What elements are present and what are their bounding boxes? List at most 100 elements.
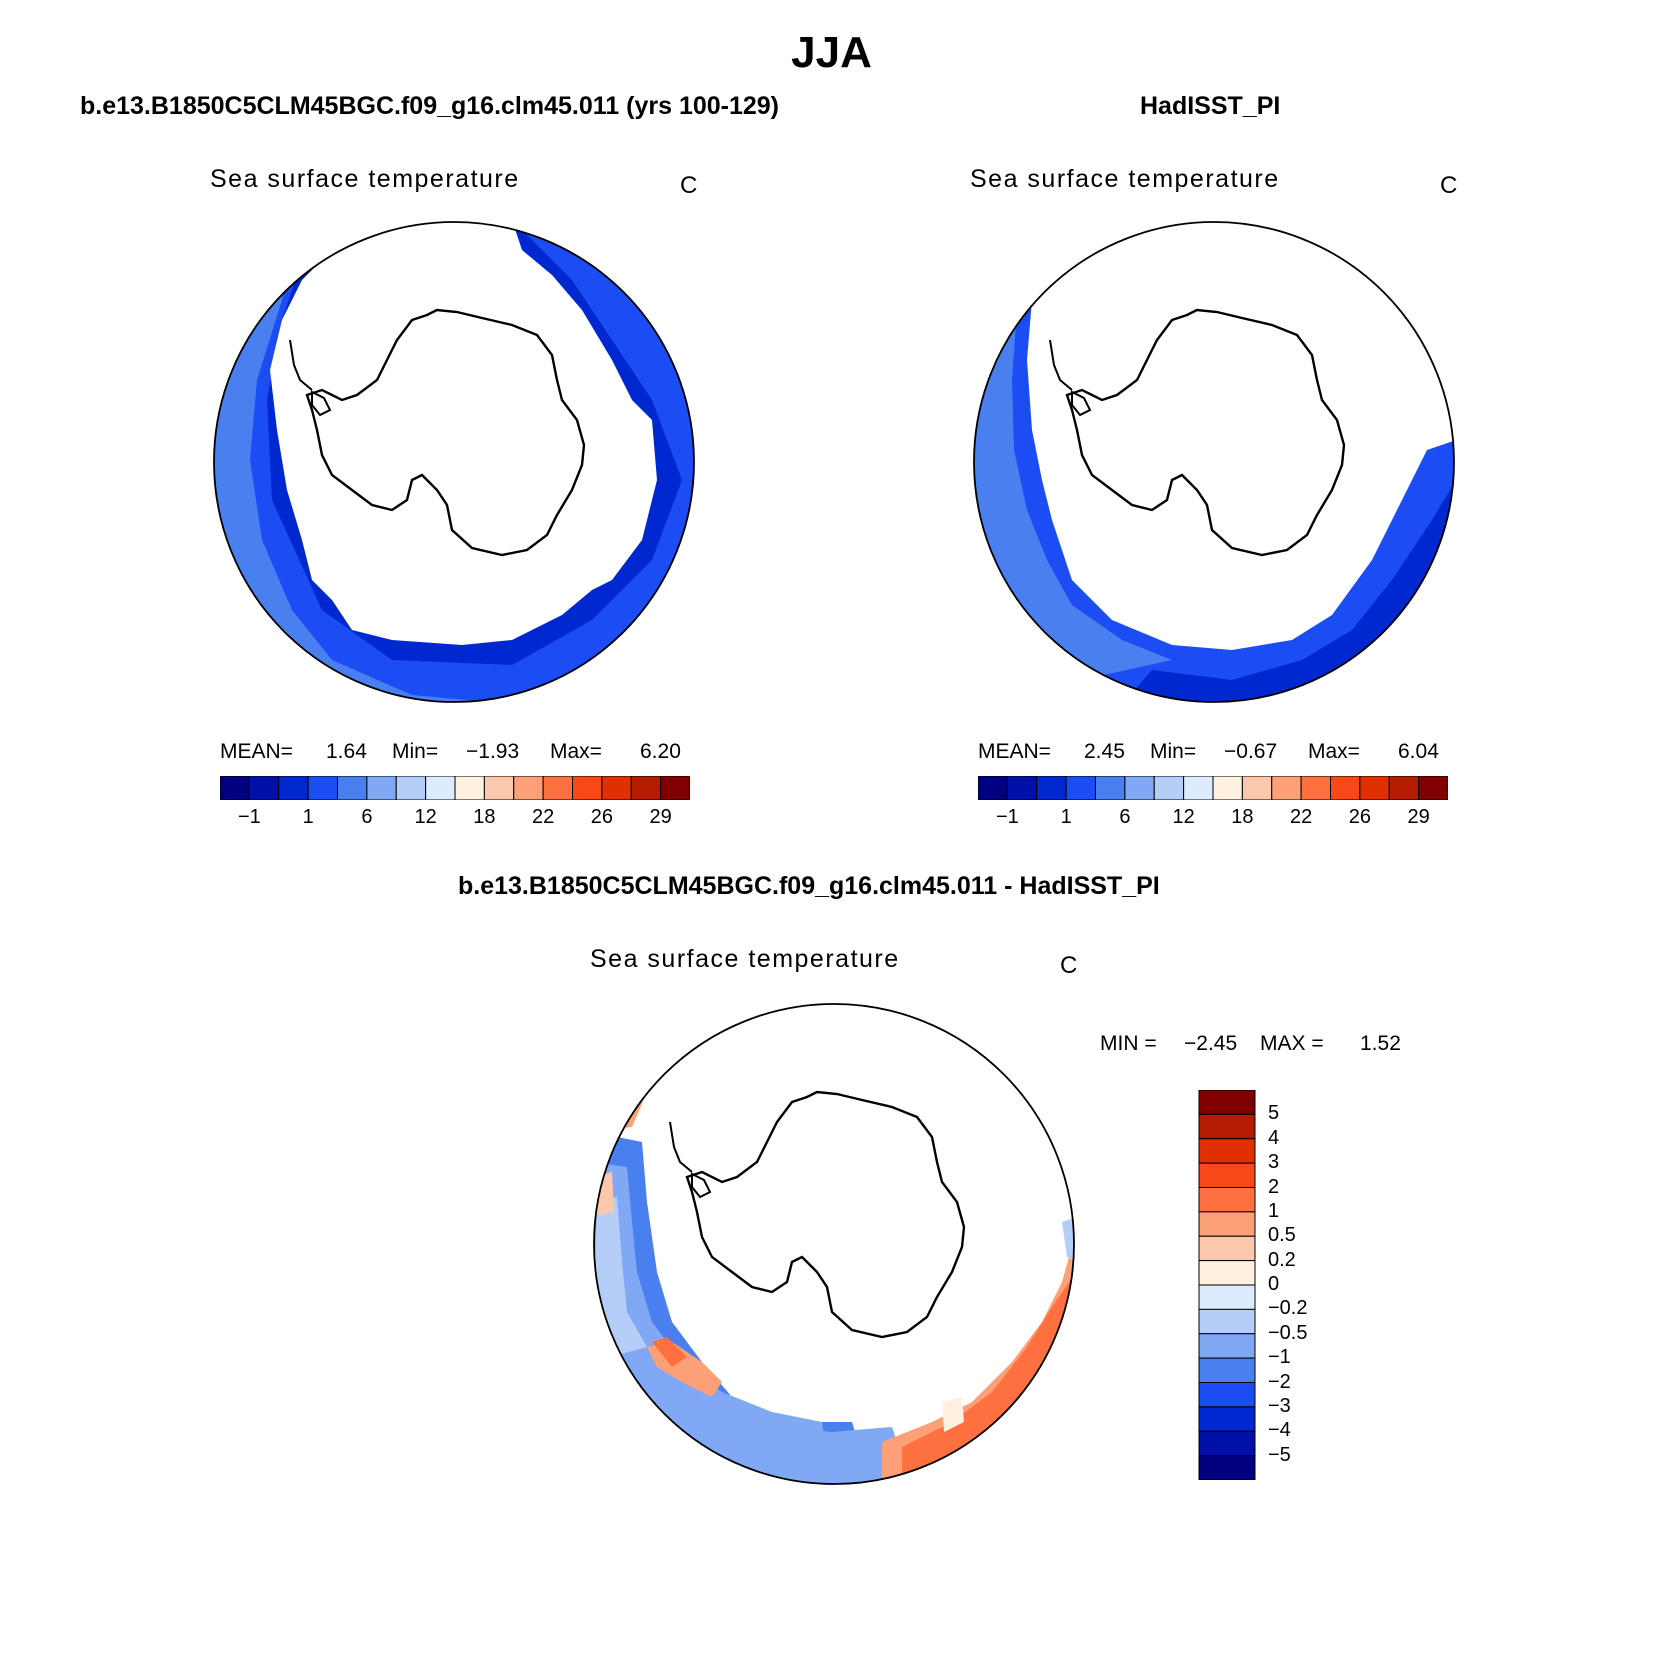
colorbar-swatch <box>454 776 485 800</box>
colorbar-swatch <box>366 776 397 800</box>
max-value: 6.20 <box>640 740 681 763</box>
colorbar-swatch <box>1241 776 1273 800</box>
colorbar-tick-label: 12 <box>414 806 437 828</box>
mean-value: 2.45 <box>1084 740 1125 763</box>
mean-value: 1.64 <box>326 740 367 763</box>
colorbar-swatch <box>1198 1235 1256 1262</box>
sst-field-model <box>214 222 694 702</box>
map-model <box>213 221 695 703</box>
colorbar-swatch <box>395 776 427 800</box>
variable-label-model: Sea surface temperature <box>210 165 520 193</box>
colorbar-tick-label: 3 <box>1268 1151 1280 1174</box>
colorbar-tick-label: −5 <box>1268 1443 1291 1466</box>
colorbar-swatch <box>278 776 309 800</box>
units-label-model: C <box>680 172 698 199</box>
map-obs <box>973 221 1455 703</box>
min-value: −2.45 <box>1184 1032 1238 1055</box>
colorbar-tick-label: 2 <box>1268 1175 1280 1198</box>
colorbar-swatch <box>1198 1308 1256 1335</box>
colorbar-swatch <box>1198 1211 1256 1237</box>
panel-title-model: b.e13.B1850C5CLM45BGC.f09_g16.clm45.011 … <box>80 92 780 120</box>
colorbar-swatch <box>425 776 456 800</box>
units-label-obs: C <box>1440 172 1458 199</box>
colorbar-swatch <box>1198 1430 1256 1457</box>
min-label: Min= <box>392 740 439 763</box>
mean-label: MEAN= <box>220 740 293 763</box>
colorbar-tick-label: 0.5 <box>1268 1224 1296 1247</box>
colorbar-swatch <box>1198 1187 1256 1213</box>
colorbar-tick-label: −1 <box>237 806 261 828</box>
colorbar-swatch <box>1198 1455 1256 1480</box>
max-label: MAX = <box>1260 1032 1324 1055</box>
colorbar-swatch <box>220 776 250 800</box>
sst-field-diff <box>594 1004 1074 1484</box>
colorbar-swatch <box>1330 776 1361 800</box>
colorbar-tick-label: −1 <box>995 806 1019 828</box>
mean-label: MEAN= <box>978 740 1051 763</box>
colorbar-swatch <box>1198 1382 1256 1408</box>
colorbar-tick-label: 1 <box>1268 1199 1280 1222</box>
colorbar-swatch <box>660 776 690 800</box>
colorbar-tick-label: 22 <box>532 806 555 828</box>
colorbar-swatch <box>542 776 573 800</box>
colorbar-swatch <box>1198 1162 1256 1188</box>
colorbar-swatch <box>513 776 544 800</box>
colorbar-swatch <box>1271 776 1302 800</box>
colorbar-tick-label: 26 <box>1348 806 1371 828</box>
colorbar-tick-label: 29 <box>1407 806 1430 828</box>
colorbar-swatch <box>1198 1138 1256 1164</box>
colorbar-swatch <box>1198 1284 1256 1310</box>
colorbar-ticks-obs: −1 1 6 12 18 22 26 29 <box>978 806 1448 832</box>
colorbar-model <box>220 776 690 800</box>
colorbar-swatch <box>1300 776 1331 800</box>
colorbar-tick-label: 26 <box>590 806 613 828</box>
colorbar-diff <box>1198 1090 1256 1480</box>
colorbar-swatch <box>1065 776 1096 800</box>
colorbar-tick-label: 22 <box>1290 806 1313 828</box>
panel-title-obs: HadISST_PI <box>1140 92 1281 120</box>
colorbar-swatch <box>978 776 1008 800</box>
max-label: Max= <box>1308 740 1360 763</box>
max-value: 6.04 <box>1398 740 1439 763</box>
map-diff <box>593 1003 1075 1485</box>
colorbar-swatch <box>483 776 515 800</box>
colorbar-tick-label: −2 <box>1268 1370 1291 1393</box>
colorbar-tick-label: 0 <box>1268 1273 1280 1295</box>
colorbar-tick-label: −4 <box>1268 1419 1291 1442</box>
colorbar-tick-label: 1 <box>1060 806 1072 828</box>
colorbar-swatch <box>1198 1357 1256 1383</box>
main-title: JJA <box>791 28 872 77</box>
colorbar-tick-label: −3 <box>1268 1394 1291 1417</box>
colorbar-tick-label: 12 <box>1172 806 1195 828</box>
colorbar-swatch <box>630 776 662 800</box>
max-value: 1.52 <box>1360 1032 1401 1055</box>
colorbar-obs <box>978 776 1448 800</box>
colorbar-swatch <box>1418 776 1448 800</box>
colorbar-swatch <box>1198 1406 1256 1432</box>
colorbar-swatch <box>307 776 338 800</box>
min-label: Min= <box>1150 740 1197 763</box>
colorbar-swatch <box>601 776 632 800</box>
colorbar-swatch <box>337 776 368 800</box>
map-boundary-model <box>213 221 695 703</box>
colorbar-tick-label: 5 <box>1268 1102 1280 1125</box>
colorbar-swatch <box>1124 776 1155 800</box>
colorbar-tick-label: −0.2 <box>1268 1297 1308 1320</box>
colorbar-swatch <box>1198 1260 1256 1286</box>
colorbar-tick-label: −1 <box>1268 1346 1291 1369</box>
panel-title-diff: b.e13.B1850C5CLM45BGC.f09_g16.clm45.011 … <box>458 872 1160 900</box>
colorbar-ticks-model: −1 1 6 12 18 22 26 29 <box>220 806 690 832</box>
colorbar-swatch <box>1212 776 1243 800</box>
colorbar-ticks-diff: 5 4 3 2 1 0.5 0.2 0 −0.2 −0.5 −1 −2 −3 −4 −5 <box>1268 1090 1368 1480</box>
map-boundary-obs <box>973 221 1455 703</box>
colorbar-swatch <box>248 776 280 800</box>
colorbar-swatch <box>1198 1090 1256 1115</box>
colorbar-tick-label: 29 <box>649 806 672 828</box>
colorbar-swatch <box>1198 1113 1256 1140</box>
min-value: −1.93 <box>466 740 520 763</box>
colorbar-tick-label: 6 <box>361 806 373 828</box>
variable-label-obs: Sea surface temperature <box>970 165 1280 193</box>
colorbar-tick-label: 18 <box>1231 806 1254 828</box>
units-label-diff: C <box>1060 952 1078 979</box>
colorbar-tick-label: 4 <box>1268 1126 1280 1149</box>
